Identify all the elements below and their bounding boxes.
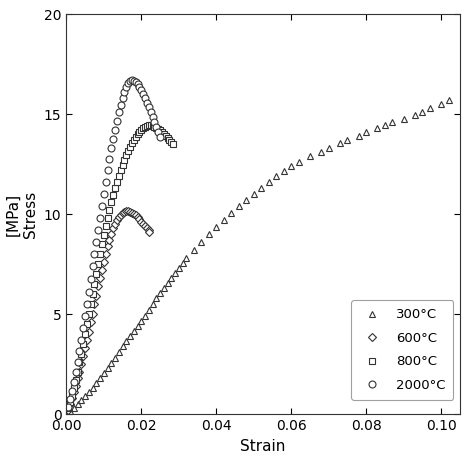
- X-axis label: Strain: Strain: [240, 439, 286, 454]
- Legend: 300°C, 600°C, 800°C, 2000°C: 300°C, 600°C, 800°C, 2000°C: [351, 300, 453, 400]
- Y-axis label: [MPa]
Stress: [MPa] Stress: [6, 191, 38, 238]
